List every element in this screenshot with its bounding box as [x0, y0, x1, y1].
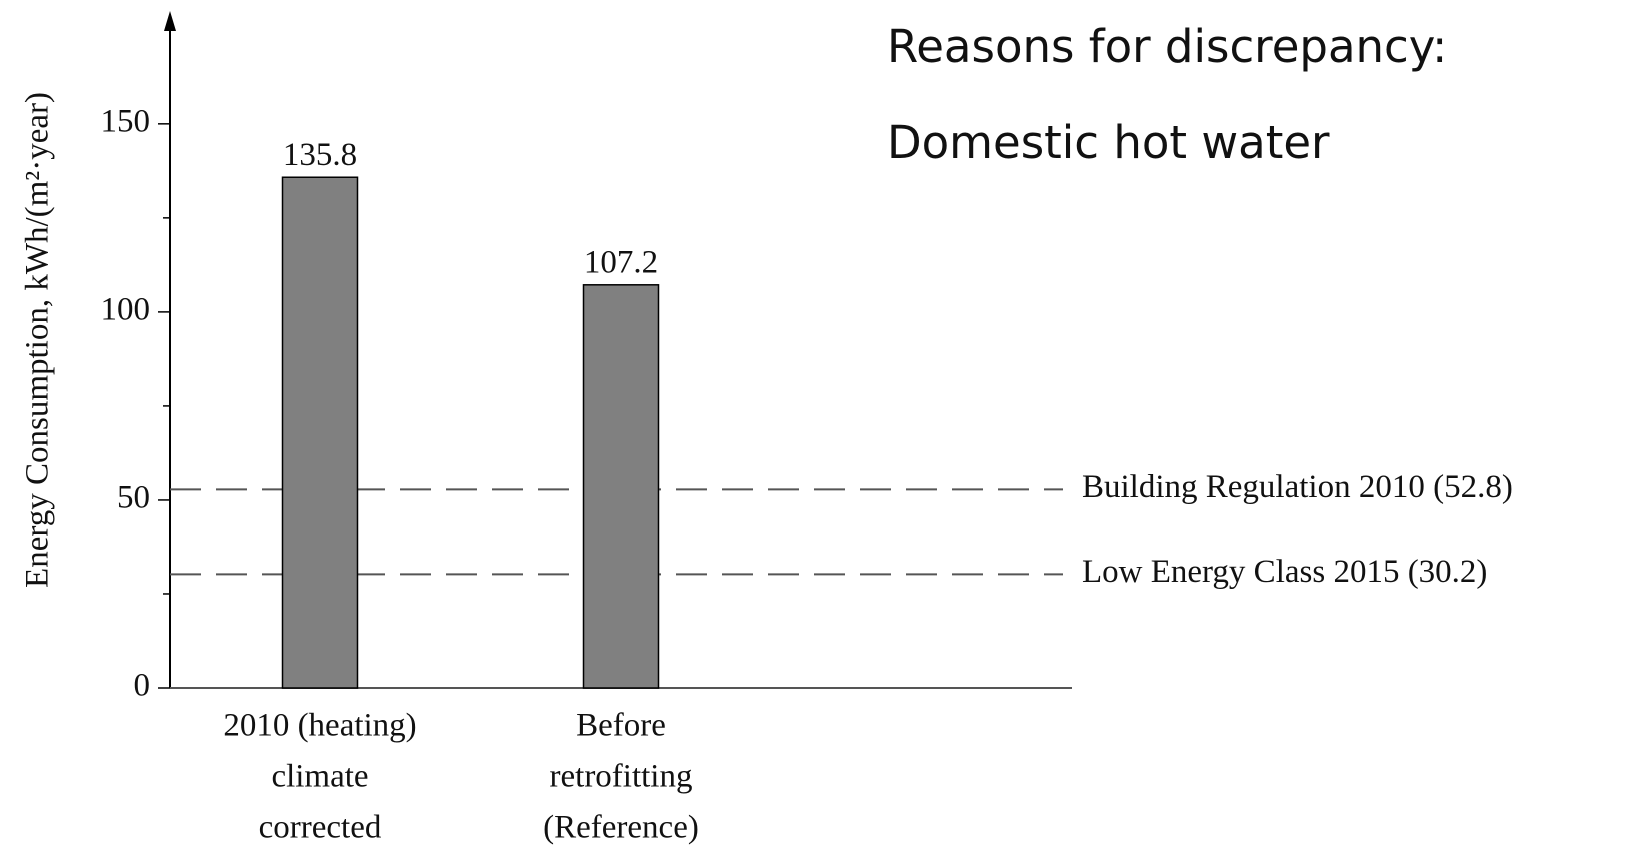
x-tick-label: (Reference): [543, 810, 699, 846]
y-tick-label: 150: [101, 103, 151, 139]
bar: [281, 176, 359, 689]
x-tick-label: corrected: [259, 810, 382, 846]
x-tick-label: retrofitting: [550, 759, 693, 795]
y-tick-label: 0: [134, 668, 151, 704]
bar: [582, 284, 660, 689]
x-tick-label: 2010 (heating): [223, 708, 416, 744]
data-label: 107.2: [584, 244, 658, 280]
y-axis-label: Energy Consumption, kWh/(m²·year): [20, 92, 56, 588]
x-tick-label: Before: [576, 708, 666, 744]
reference-label: Low Energy Class 2015 (30.2): [1082, 554, 1487, 590]
annotation: Domestic hot water: [887, 116, 1330, 169]
y-tick-label: 50: [117, 480, 150, 516]
reference-label: Building Regulation 2010 (52.8): [1082, 469, 1513, 505]
y-tick-label: 100: [101, 291, 151, 327]
y-axis-arrow: [164, 11, 176, 31]
data-label: 135.8: [283, 137, 357, 173]
annotation: Reasons for discrepancy:: [887, 20, 1447, 73]
x-tick-label: climate: [271, 759, 368, 795]
